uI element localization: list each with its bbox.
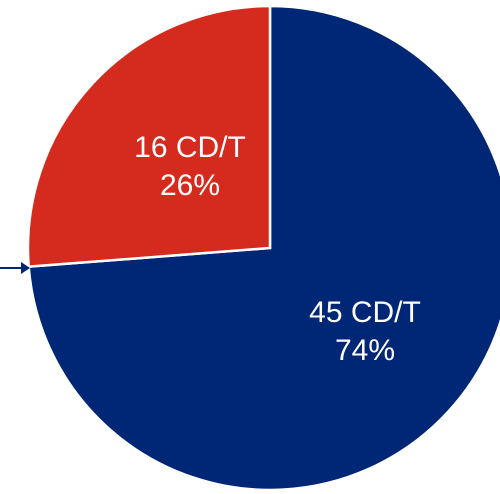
slice-percent-label-0: 74% (335, 334, 395, 367)
slice-percent-label-1: 26% (160, 169, 220, 202)
pie-slice-0 (27, 4, 500, 492)
pie-slice-1 (26, 4, 272, 269)
pie-labels: 45 CD/T 74% 16 CD/T 26% (134, 131, 421, 367)
callout-arrow (0, 262, 30, 274)
pie-slices (26, 4, 500, 492)
slice-value-label-0: 45 CD/T (309, 296, 421, 329)
slice-value-label-1: 16 CD/T (134, 131, 246, 164)
callout-arrow-head (21, 262, 30, 274)
